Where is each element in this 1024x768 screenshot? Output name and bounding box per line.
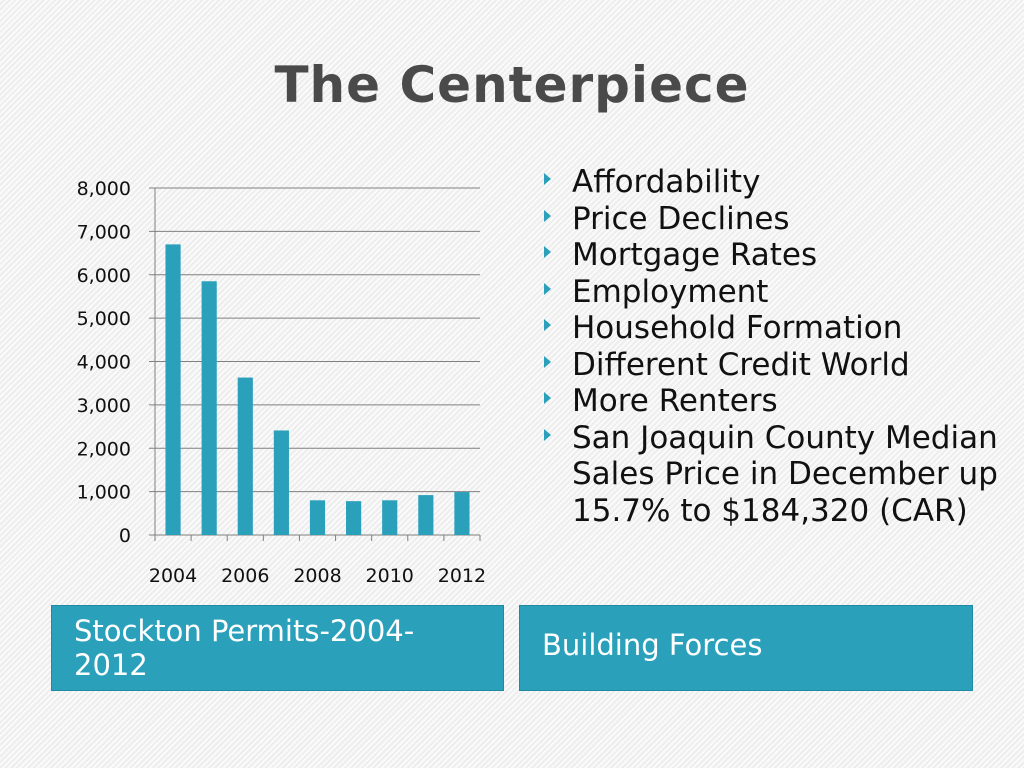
bullet-arrow-icon — [544, 209, 551, 222]
bullet-list: Affordability Price Declines Mortgage Rate… — [540, 164, 1010, 529]
x-tick-label: 2010 — [366, 565, 414, 587]
y-tick-label: 4,000 — [77, 352, 131, 374]
bar — [382, 500, 398, 535]
bullet-item: San Joaquin County Median Sales Price in… — [540, 420, 1010, 530]
bullet-text: Mortgage Rates — [572, 237, 818, 273]
bullet-arrow-icon — [544, 173, 551, 185]
bullet-arrow-icon — [544, 428, 551, 441]
bullet-text: More Renters — [572, 383, 778, 419]
bullet-item: Mortgage Rates — [540, 237, 1010, 274]
x-tick-label: 2008 — [293, 565, 341, 587]
y-tick-label: 0 — [119, 525, 131, 547]
bullet-arrow-icon — [544, 282, 551, 295]
bar — [346, 501, 362, 535]
bullet-text: Household Formation — [572, 310, 903, 346]
bullet-arrow-icon — [544, 392, 551, 404]
bar — [273, 430, 289, 535]
bar — [309, 500, 326, 535]
y-tick-label: 7,000 — [77, 221, 131, 243]
x-tick-label: 2004 — [149, 565, 197, 587]
y-tick-label: 2,000 — [77, 438, 131, 460]
bullet-item: Different Credit World — [540, 347, 1010, 384]
bullet-arrow-icon — [544, 246, 551, 258]
bar — [237, 377, 253, 535]
bullets-caption: Building Forces — [519, 605, 973, 691]
bullet-item: More Renters — [540, 383, 1010, 420]
bar — [165, 244, 181, 535]
bar-chart: 0 1,000 2,000 3,000 4,000 5,000 6,000 7,000 8,00… — [77, 178, 487, 587]
slide-title: The Centerpiece — [274, 56, 750, 114]
bullet-text: Different Credit World — [572, 346, 910, 383]
bullet-text: Affordability — [572, 164, 761, 200]
bar — [201, 281, 217, 535]
bullet-item: Household Formation — [540, 310, 1010, 347]
x-tick-label: 2006 — [221, 565, 269, 587]
bullet-arrow-icon — [544, 355, 551, 368]
bullet-item: Employment — [540, 274, 1010, 311]
bar — [418, 495, 434, 535]
bullet-item: Price Declines — [540, 201, 1010, 238]
bullet-text: Employment — [572, 273, 769, 310]
chart-caption: Stockton Permits-2004-2012 — [51, 605, 504, 691]
bullet-text: Price Declines — [572, 200, 790, 237]
y-tick-label: 1,000 — [77, 482, 131, 504]
bullet-text: San Joaquin County Median Sales Price in… — [572, 419, 998, 529]
y-tick-label: 5,000 — [77, 308, 131, 330]
bullet-arrow-icon — [544, 319, 551, 331]
bullet-item: Affordability — [540, 164, 1010, 201]
bar — [454, 492, 470, 535]
y-tick-label: 6,000 — [77, 265, 131, 287]
y-tick-label: 3,000 — [77, 395, 131, 417]
x-tick-label: 2012 — [438, 565, 486, 587]
y-tick-label: 8,000 — [77, 178, 131, 200]
